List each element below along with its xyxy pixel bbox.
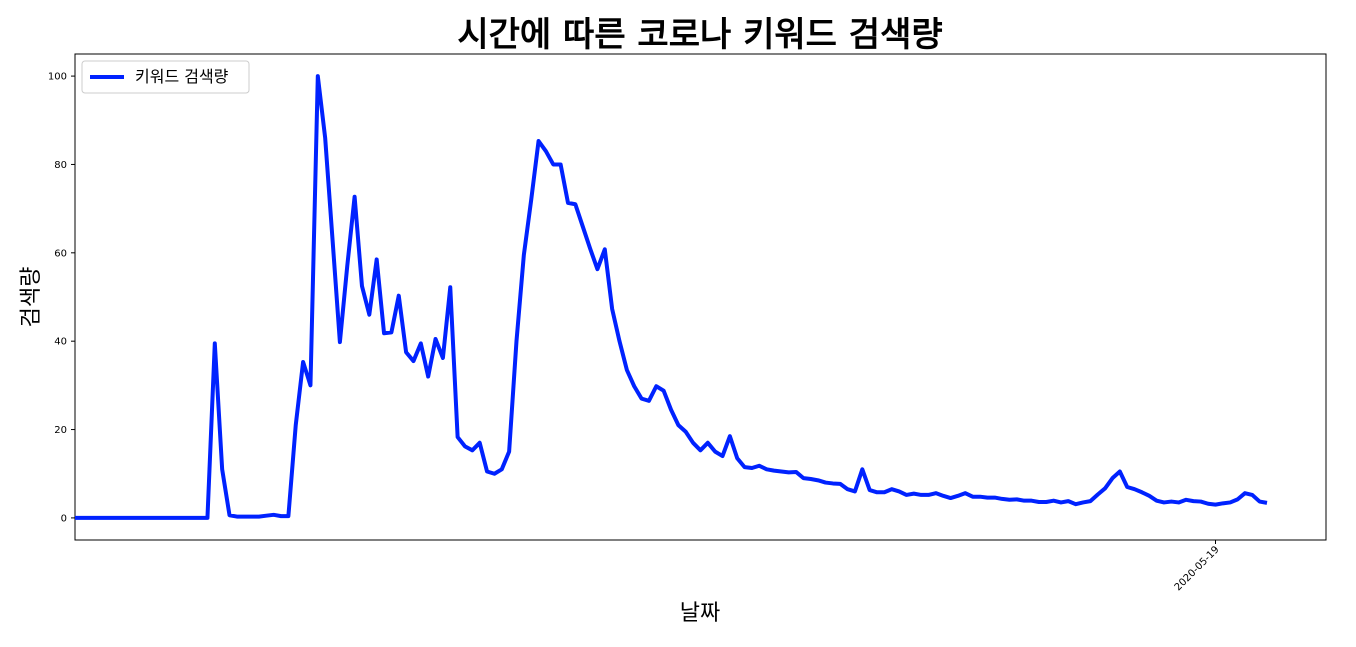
y-tick-label: 0 xyxy=(61,513,67,524)
chart-title: 시간에 따른 코로나 키워드 검색량 xyxy=(457,15,942,55)
y-tick-label: 100 xyxy=(48,72,67,83)
series-group xyxy=(75,74,1268,520)
x-tick-label: 2020-05-19 xyxy=(1173,544,1222,593)
plot-area: 0 20 40 60 80 100 2020-05-19 xyxy=(48,53,1327,593)
legend-box xyxy=(81,60,250,94)
x-axis-label: 날짜 xyxy=(680,601,720,626)
plot-frame xyxy=(74,53,1327,541)
y-tick-label: 80 xyxy=(54,160,67,171)
x-axis-ticks: 2020-05-19 xyxy=(1173,540,1222,593)
legend-label: 키워드 검색량 xyxy=(135,67,229,86)
y-tick-label: 40 xyxy=(54,337,67,348)
legend: 키워드 검색량 xyxy=(81,60,250,94)
y-tick-label: 20 xyxy=(54,425,67,436)
y-tick-label: 60 xyxy=(54,248,67,259)
y-axis-ticks: 0 20 40 60 80 100 xyxy=(48,72,75,524)
series-line-keyword-search-volume xyxy=(75,74,1268,520)
y-axis-label: 검색량 xyxy=(19,267,44,328)
